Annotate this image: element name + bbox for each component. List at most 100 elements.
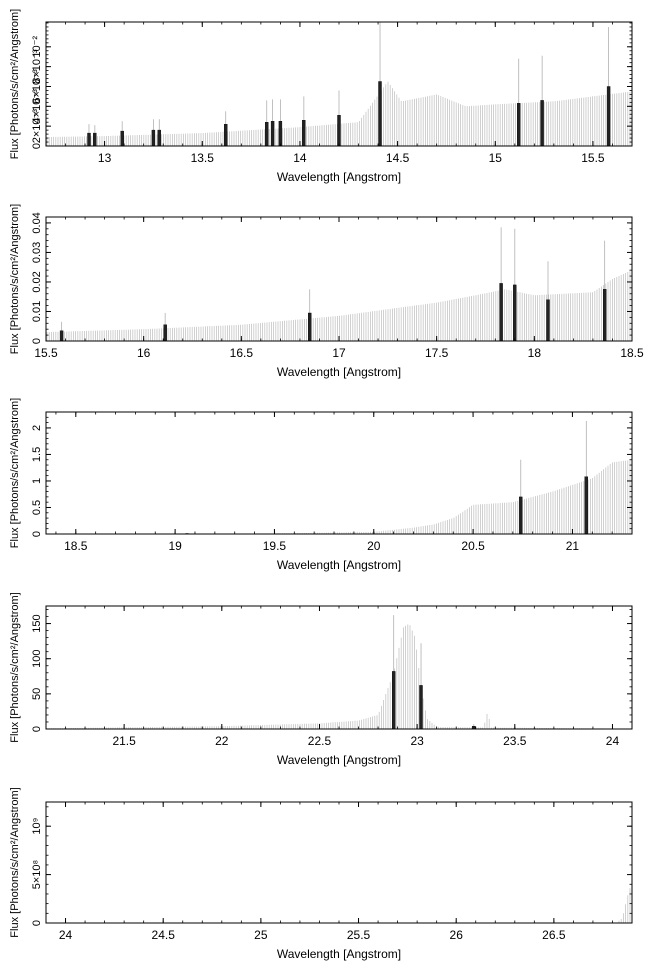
continuum-spectrum [46, 624, 611, 729]
x-axis-title: Wavelength [Angstrom] [277, 170, 401, 184]
x-axis-title: Wavelength [Angstrom] [277, 753, 401, 767]
y-tick-label: 0.02 [31, 271, 43, 292]
emission-line-bar [265, 121, 269, 147]
x-tick-label: 15.5 [581, 151, 605, 165]
x-tick-label: 16 [137, 346, 151, 360]
y-tick-label: 10⁹ [31, 818, 43, 835]
emission-line-bar [546, 299, 550, 342]
x-tick-label: 24.5 [152, 928, 176, 942]
emission-line-bar [392, 671, 396, 730]
y-axis-title: Flux [Photons/s/cm²/Angstrom] [9, 9, 21, 159]
x-tick-label: 14.5 [386, 151, 410, 165]
continuum-spectrum [46, 271, 631, 341]
y-tick-label: 150 [31, 614, 43, 632]
y-tick-label: 5×10⁸ [31, 860, 43, 889]
emission-line-bar [93, 132, 97, 147]
x-tick-label: 14 [293, 151, 307, 165]
plot-frame [45, 411, 633, 535]
x-tick-label: 13 [98, 151, 112, 165]
y-tick-label: 6×10⁻³ [31, 69, 43, 104]
y-tick-label: 0 [31, 338, 43, 344]
y-tick-label: 1 [31, 478, 43, 484]
y-axis-title: Flux [Photons/s/cm²/Angstrom] [9, 592, 21, 742]
x-tick-label: 19.5 [263, 539, 287, 553]
panel-1: 13 13.5 14 14.5 15 15.5 02×10⁻³4×10⁻³6×10⁻³8×1… [9, 9, 633, 184]
emission-line-bar [270, 120, 275, 147]
emission-line-bar [540, 100, 544, 147]
emission-line-bar [59, 330, 64, 342]
emission-line-bar [584, 476, 588, 535]
x-tick-label: 20 [367, 539, 381, 553]
emission-line-bar [603, 289, 607, 342]
y-tick-label: 0.03 [31, 242, 43, 263]
emission-line-bar [499, 283, 503, 342]
x-tick-label: 24 [606, 734, 620, 748]
y-tick-label: 0 [31, 920, 43, 926]
emission-line-bar [151, 129, 156, 147]
emission-line-bar [519, 496, 523, 535]
y-tick-label: 0.04 [31, 212, 43, 233]
y-tick-label: 100 [31, 650, 43, 668]
emission-line-bar [513, 284, 517, 342]
emission-line-bar [157, 129, 162, 147]
x-tick-label: 13.5 [191, 151, 215, 165]
y-tick-label: 2×10⁻³ [31, 109, 43, 144]
y-tick-label: 1.5 [31, 447, 43, 462]
y-axis-title: Flux [Photons/s/cm²/Angstrom] [9, 398, 21, 548]
plot-frame [45, 801, 633, 924]
y-axis-title: Flux [Photons/s/cm²/Angstrom] [9, 204, 21, 354]
continuum-spectrum [248, 460, 631, 534]
y-tick-label: 2 [31, 425, 43, 431]
panel-4: 21.5 22 22.5 23 23.5 24 0 50 100 150 Wavelength [A… [9, 592, 633, 767]
x-tick-label: 23 [410, 734, 424, 748]
y-axis-title: Flux [Photons/s/cm²/Angstrom] [9, 787, 21, 937]
x-tick-label: 17.5 [425, 346, 449, 360]
emission-line-bar [163, 324, 167, 342]
x-tick-label: 15 [489, 151, 503, 165]
emission-line-bar [87, 132, 91, 147]
continuum-spectrum [46, 81, 631, 146]
y-tick-label: 4×10⁻³ [31, 89, 43, 124]
x-tick-label: 20.5 [461, 539, 485, 553]
y-tick-label: 0 [31, 143, 43, 149]
x-tick-label: 24 [59, 928, 73, 942]
x-tick-label: 23.5 [503, 734, 527, 748]
emission-line-bar [337, 114, 341, 147]
y-tick-label: 8×10⁻³ [31, 49, 43, 84]
x-tick-label: 19 [168, 539, 182, 553]
x-tick-label: 25 [254, 928, 268, 942]
y-tick-label: 0.5 [31, 500, 43, 515]
emission-line-bar [308, 312, 312, 342]
x-tick-label: 22 [215, 734, 229, 748]
emission-line-bar [517, 103, 521, 147]
y-tick-label: 0.01 [31, 301, 43, 322]
y-tick-label: 50 [31, 688, 43, 700]
emission-line-bar [606, 86, 611, 147]
panel-3: 18.5 19 19.5 20 20.5 21 0 0.5 1 1.5 2 Wavelength [A… [9, 398, 633, 572]
x-tick-label: 18 [528, 346, 542, 360]
x-tick-label: 18.5 [64, 539, 88, 553]
x-axis-title: Wavelength [Angstrom] [277, 558, 401, 572]
panel-2: 15.5 16 16.5 17 17.5 18 18.5 0 0.01 0.02 0.03 0.04 W… [9, 204, 644, 379]
x-tick-label: 26 [450, 928, 464, 942]
y-tick-label: 10⁻² [31, 36, 43, 58]
x-tick-label: 21.5 [112, 734, 136, 748]
x-tick-label: 22.5 [308, 734, 332, 748]
emission-line-bar [278, 120, 283, 147]
continuum-spectrum [618, 888, 631, 923]
emission-line-bar [223, 123, 228, 147]
x-axis-title: Wavelength [Angstrom] [277, 947, 401, 961]
x-tick-label: 16.5 [230, 346, 254, 360]
y-tick-label: 0 [31, 531, 43, 537]
emission-line-bar [378, 81, 382, 147]
x-tick-label: 26.5 [542, 928, 566, 942]
x-axis-title: Wavelength [Angstrom] [277, 365, 401, 379]
emission-line-bar [120, 130, 124, 147]
x-tick-label: 25.5 [347, 928, 371, 942]
x-tick-label: 15.5 [34, 346, 58, 360]
x-tick-label: 21 [566, 539, 580, 553]
emission-line-bar [419, 685, 423, 730]
panel-5: 24 24.5 25 25.5 26 26.5 0 5×10⁸ 10⁹ Wavelength [A… [9, 787, 633, 961]
emission-line-bar [302, 119, 306, 147]
